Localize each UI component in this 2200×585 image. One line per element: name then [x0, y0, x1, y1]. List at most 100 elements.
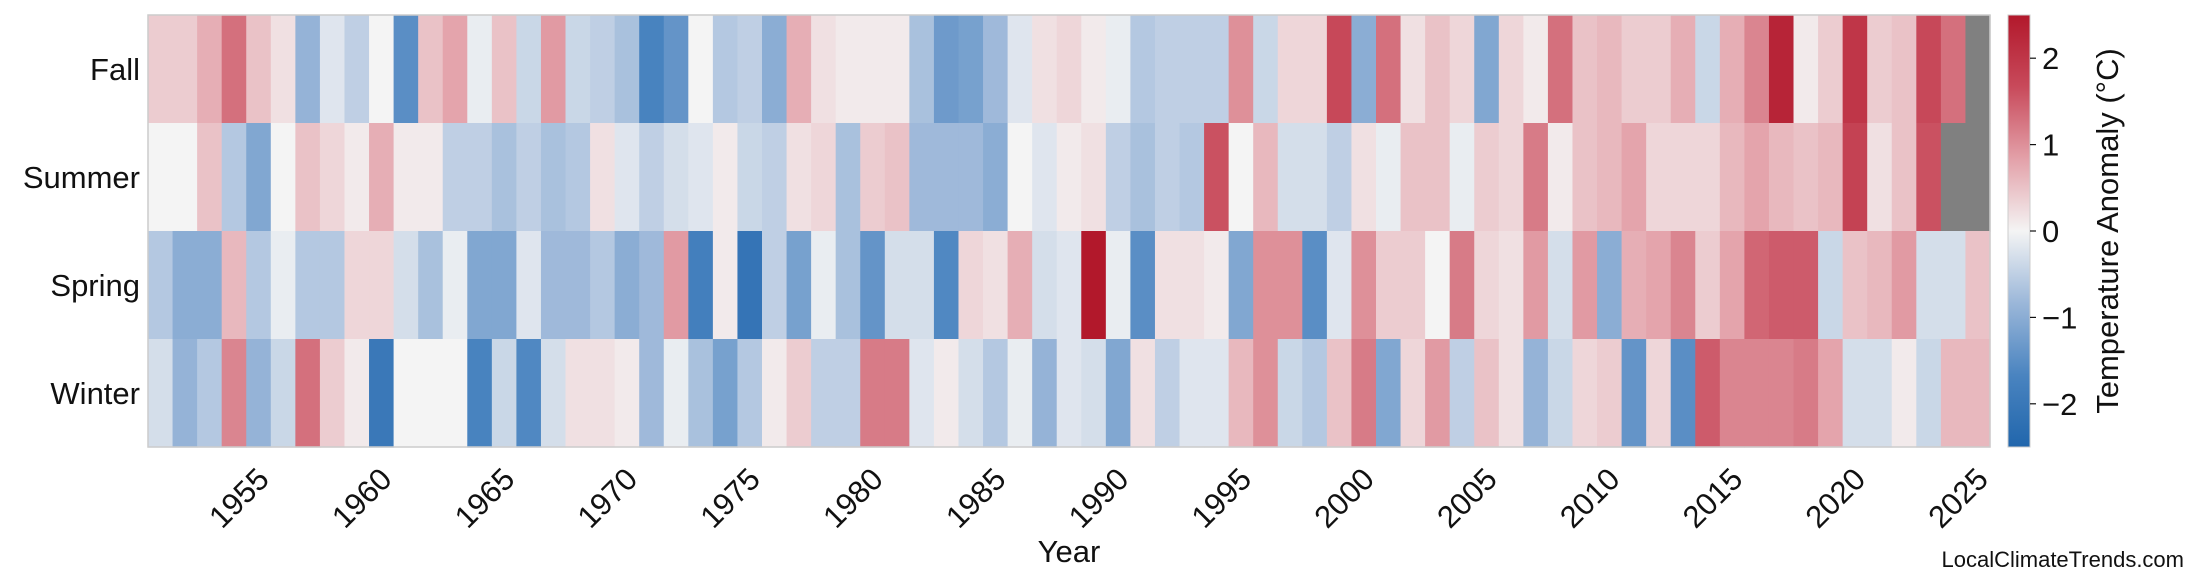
heatmap-cell [958, 123, 984, 232]
heatmap-cell [1351, 15, 1377, 124]
heatmap-cell [983, 15, 1009, 124]
heatmap-cell [1719, 339, 1745, 448]
heatmap-cell [148, 15, 174, 124]
heatmap-cell [1007, 339, 1033, 448]
x-tick-label: 1960 [325, 461, 399, 535]
heatmap-cell [614, 339, 640, 448]
heatmap-cell [1130, 15, 1156, 124]
heatmap-cell [246, 15, 272, 124]
heatmap-cell [1523, 339, 1549, 448]
heatmap-cell [1351, 123, 1377, 232]
heatmap-cell [884, 123, 910, 232]
heatmap-cell [1400, 339, 1426, 448]
heatmap-cell [1154, 339, 1181, 448]
heatmap-cell [467, 123, 493, 232]
heatmap-cell [491, 15, 517, 124]
heatmap-cell [663, 123, 689, 232]
heatmap-cell [1498, 15, 1524, 124]
heatmap-cell [270, 15, 296, 124]
heatmap-cell [909, 15, 935, 124]
x-tick-label: 2015 [1676, 461, 1750, 535]
heatmap-cell [1326, 339, 1353, 448]
heatmap-cell [516, 15, 542, 124]
heatmap-cell [1449, 123, 1475, 232]
heatmap-cell [663, 231, 689, 340]
heatmap-cell [1154, 123, 1181, 232]
y-tick-label: Fall [90, 52, 140, 87]
x-tick-label: 2000 [1307, 461, 1381, 535]
heatmap-cell [1277, 15, 1303, 124]
heatmap-cell [1572, 339, 1598, 448]
heatmap-cell [1179, 123, 1205, 232]
heatmap-cell [1449, 15, 1475, 124]
heatmap-cell [344, 339, 370, 448]
heatmap-cell [860, 15, 886, 124]
heatmap-cell [221, 339, 247, 448]
heatmap-cell [148, 339, 174, 448]
heatmap-cell [1007, 15, 1033, 124]
heatmap-cell [1670, 231, 1696, 340]
colorbar-tick-label: −2 [2042, 387, 2077, 422]
source-credit: LocalClimateTrends.com [1941, 547, 2185, 572]
x-tick-label: 2010 [1553, 461, 1627, 535]
colorbar-tick-label: 1 [2042, 128, 2059, 163]
heatmap-cell [639, 15, 665, 124]
heatmap-cell [1081, 231, 1107, 340]
heatmap-cell [1007, 123, 1033, 232]
heatmap-cell [1695, 339, 1721, 448]
heatmap-cell [540, 15, 567, 124]
heatmap-cell [540, 231, 567, 340]
plot-frame [147, 14, 1991, 448]
heatmap-cell [1670, 123, 1696, 232]
heatmap-cell [1081, 123, 1107, 232]
heatmap-cell [1032, 123, 1058, 232]
heatmap-cell [393, 339, 419, 448]
heatmap-cell [1253, 15, 1279, 124]
heatmap-cell [835, 123, 861, 232]
heatmap-cell [614, 15, 640, 124]
heatmap-cell [1056, 15, 1082, 124]
heatmap-cell [1818, 231, 1844, 340]
heatmap-cell [1670, 339, 1696, 448]
heatmap-cell [1228, 339, 1254, 448]
heatmap-cell [1597, 231, 1623, 340]
heatmap-cell [639, 231, 665, 340]
heatmap-cell [319, 339, 346, 448]
heatmap-cell [1572, 123, 1598, 232]
heatmap-cell [1277, 123, 1303, 232]
heatmap-cell [1867, 123, 1893, 232]
x-tick-label: 1985 [939, 461, 1013, 535]
heatmap-cell [393, 15, 419, 124]
heatmap-cell [491, 339, 517, 448]
heatmap-cell [1523, 231, 1549, 340]
heatmap-cell [712, 339, 739, 448]
heatmap-cell [1130, 231, 1156, 340]
heatmap-cell [688, 123, 714, 232]
heatmap-cell [1326, 123, 1353, 232]
heatmap-cell [1326, 231, 1353, 340]
heatmap-cell [1916, 15, 1942, 124]
heatmap-cell [1474, 339, 1500, 448]
y-tick-label: Winter [50, 376, 140, 411]
heatmap-cell [811, 15, 837, 124]
heatmap-cell [1523, 123, 1549, 232]
x-tick-label: 1980 [816, 461, 890, 535]
heatmap-cell [442, 123, 468, 232]
heatmap-cell [393, 123, 419, 232]
heatmap-cell [1842, 339, 1868, 448]
heatmap-cell [762, 339, 788, 448]
heatmap-cell [712, 15, 739, 124]
heatmap-cell [1498, 339, 1524, 448]
heatmap-cell [884, 15, 910, 124]
heatmap-cell [344, 15, 370, 124]
heatmap-cell [1032, 231, 1058, 340]
heatmap-cell [418, 123, 444, 232]
heatmap-cell [933, 339, 960, 448]
heatmap-cell [1818, 15, 1844, 124]
heatmap-cell [221, 123, 247, 232]
heatmap-cell [369, 15, 395, 124]
heatmap-cell [590, 15, 616, 124]
heatmap-cell [1572, 231, 1598, 340]
heatmap-cell [933, 123, 960, 232]
heatmap-cell [516, 231, 542, 340]
